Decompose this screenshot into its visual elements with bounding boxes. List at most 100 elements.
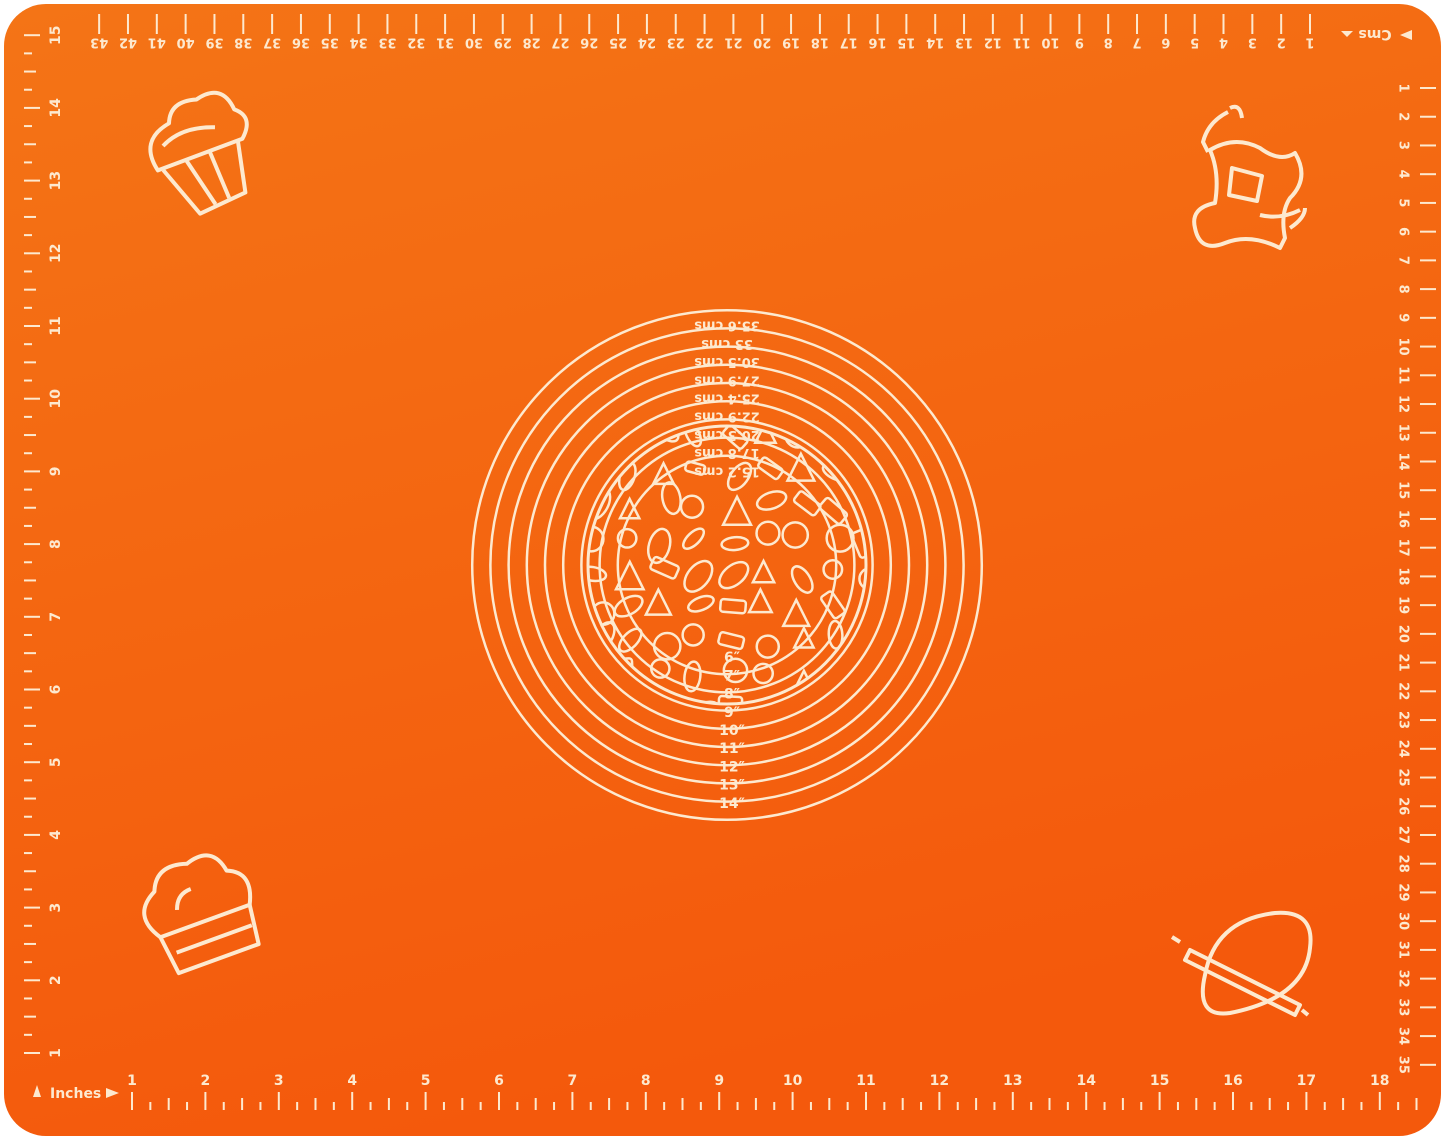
- mat-surface: [4, 4, 1441, 1136]
- top-cm-label: 22: [696, 35, 714, 50]
- top-cm-label: 2: [1277, 35, 1286, 50]
- right-cm-label: 15: [1396, 481, 1411, 499]
- top-cm-label: 40: [177, 35, 195, 50]
- food-doodle: [646, 527, 672, 565]
- right-cm-label: 10: [1396, 338, 1411, 356]
- top-cm-label: 34: [350, 35, 368, 50]
- circle-inch-label: 9″: [724, 705, 740, 721]
- food-doodle: [717, 694, 744, 704]
- food-doodle: [681, 623, 705, 647]
- food-doodle: [792, 625, 816, 649]
- food-doodle: [718, 560, 750, 590]
- top-cm-label: 3: [1248, 35, 1257, 50]
- top-cm-label: 9: [1075, 35, 1084, 50]
- food-doodle: [750, 558, 777, 584]
- left-inch-label: 11: [48, 316, 64, 335]
- top-cm-label: 8: [1104, 35, 1113, 50]
- top-cm-label: 39: [205, 35, 223, 50]
- bottom-inch-label: 8: [641, 1073, 651, 1089]
- right-cm-label: 31: [1396, 941, 1411, 959]
- right-cm-label: 3: [1396, 141, 1411, 150]
- triangle-icon: [1341, 31, 1353, 37]
- top-cm-label: 6: [1161, 35, 1170, 50]
- top-cm-label: 14: [926, 35, 944, 50]
- left-inch-label: 1: [48, 1048, 64, 1058]
- top-cm-label: 26: [580, 35, 598, 50]
- bottom-inch-label: 16: [1223, 1073, 1242, 1089]
- food-doodle: [616, 527, 638, 549]
- food-doodle: [683, 660, 702, 693]
- food-doodle: [687, 594, 715, 613]
- top-cm-label: 41: [148, 35, 166, 50]
- food-doodle: [617, 496, 642, 520]
- food-doodle: [681, 527, 706, 550]
- measurement-circle: [543, 381, 911, 749]
- measurement-circle: [525, 363, 929, 767]
- food-doodle: [790, 565, 814, 594]
- circle-cm-label: 22.9 cms: [694, 409, 760, 424]
- right-cm-label: 22: [1396, 682, 1411, 700]
- circle-inch-label: 11″: [719, 741, 745, 757]
- food-doodle: [717, 631, 746, 651]
- food-doodle: [726, 461, 753, 492]
- food-doodle: [822, 558, 844, 580]
- bottom-inch-label: 1: [127, 1073, 137, 1089]
- food-doodle: [755, 490, 788, 511]
- food-doodle: [722, 657, 749, 684]
- bottom-inch-label: 3: [274, 1073, 284, 1089]
- bottom-inch-label: 17: [1297, 1073, 1316, 1089]
- left-inch-label: 8: [48, 539, 64, 549]
- bottom-inch-label: 7: [568, 1073, 578, 1089]
- right-cm-label: 27: [1396, 826, 1411, 844]
- chef-hat-icon: [142, 853, 261, 976]
- food-doodle: [820, 590, 846, 620]
- right-cm-label: 5: [1396, 198, 1411, 207]
- top-cm-label: 27: [551, 35, 569, 50]
- top-cm-label: 29: [494, 35, 512, 50]
- cms-label-text: Cms: [1358, 26, 1391, 42]
- food-doodle: [858, 566, 866, 591]
- circle-cm-label: 17.8 cms: [694, 445, 760, 460]
- food-doodle: [683, 559, 714, 593]
- circle-cm-label: 15.2 cms: [694, 463, 760, 478]
- food-doodle: [679, 494, 705, 520]
- inches-unit-label: Inches: [33, 1085, 119, 1102]
- top-cm-label: 11: [1013, 35, 1031, 50]
- left-inch-label: 5: [48, 757, 64, 767]
- right-cm-label: 21: [1396, 654, 1411, 672]
- bottom-inch-label: 15: [1150, 1073, 1169, 1089]
- right-cm-label: 7: [1396, 256, 1411, 265]
- top-cm-label: 12: [984, 35, 1002, 50]
- top-cm-label: 4: [1219, 35, 1228, 50]
- food-doodle: [650, 658, 671, 679]
- right-cm-label: 13: [1396, 424, 1411, 442]
- right-cm-label: 34: [1396, 1027, 1411, 1045]
- top-cm-label: 24: [638, 35, 656, 50]
- bottom-inch-label: 9: [714, 1073, 724, 1089]
- rulers: 1234567891011121314151617181920212223242…: [24, 14, 1436, 1110]
- food-doodle: [818, 496, 849, 525]
- bottom-inch-label: 13: [1003, 1073, 1022, 1089]
- bottom-inch-label: 10: [783, 1073, 803, 1089]
- triangle-icon: [33, 1085, 41, 1097]
- right-cm-label: 9: [1396, 313, 1411, 322]
- top-cm-label: 13: [955, 35, 973, 50]
- right-cm-label: 35: [1396, 1056, 1411, 1074]
- top-cm-label: 42: [119, 35, 137, 50]
- cupcake-icon: [148, 90, 249, 216]
- bottom-inch-label: 4: [347, 1073, 357, 1089]
- top-cm-label: 30: [465, 35, 483, 50]
- food-doodle: [755, 634, 781, 659]
- measurement-circle: [580, 418, 874, 712]
- food-doodle: [684, 460, 707, 476]
- right-cm-label: 33: [1396, 998, 1411, 1016]
- circle-inch-label: 13″: [719, 778, 745, 794]
- right-cm-label: 16: [1396, 510, 1411, 528]
- right-cm-label: 6: [1396, 227, 1411, 236]
- bottom-inch-label: 2: [201, 1073, 211, 1089]
- food-doodle: [792, 490, 822, 517]
- top-cm-label: 21: [724, 35, 742, 50]
- right-cm-label: 19: [1396, 596, 1411, 614]
- circle-cm-label: 27.9 cms: [694, 372, 760, 387]
